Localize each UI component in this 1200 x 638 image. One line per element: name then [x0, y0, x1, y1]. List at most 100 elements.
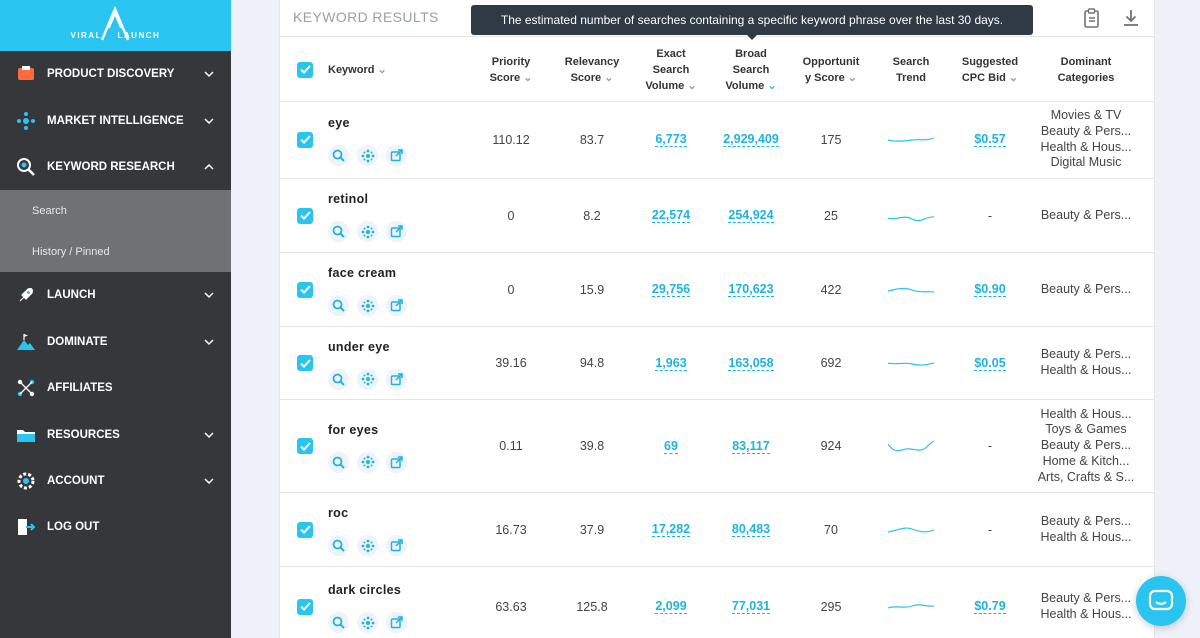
column-suggested-cpc-bid[interactable]: Suggested CPC Bid ⌄: [952, 37, 1028, 102]
network-icon[interactable]: [357, 612, 378, 633]
keyword-text: for eyes: [328, 422, 379, 437]
cpc-bid-value[interactable]: $0.05: [974, 355, 1006, 371]
exact-search-volume-link[interactable]: 22,574: [651, 208, 691, 223]
subnav-search[interactable]: Search: [32, 204, 67, 217]
network-icon[interactable]: [357, 535, 378, 556]
row-checkbox[interactable]: [296, 327, 314, 399]
exact-search-volume-link[interactable]: 2,099: [655, 599, 687, 614]
table-row: under eye 39.16 94.8 1,963 163,058 692 $: [280, 327, 1154, 400]
row-checkbox[interactable]: [296, 179, 314, 252]
external-link-icon[interactable]: [386, 535, 407, 556]
select-all-checkbox[interactable]: [296, 37, 314, 102]
broad-search-volume-cell: 254,924: [716, 179, 786, 252]
chevron-down-icon: [204, 71, 214, 78]
exact-search-volume-link[interactable]: 6,773: [655, 132, 687, 147]
broad-search-volume-link[interactable]: 2,929,409: [723, 132, 779, 147]
category-item: Beauty & Pers...: [1040, 347, 1132, 362]
cpc-bid-value[interactable]: $0.57: [974, 132, 1006, 147]
external-link-icon[interactable]: [386, 451, 407, 473]
sidebar: VIRAL LAUNCH PRODUCT DISCOVERY MARKET IN…: [0, 0, 231, 638]
priority-score: 16.73: [495, 522, 527, 537]
search-icon[interactable]: [328, 368, 349, 390]
column-opportunity-score[interactable]: Opportunit y Score ⌄: [796, 37, 866, 102]
exact-search-volume-cell: 17,282: [636, 493, 706, 566]
clipboard-icon[interactable]: [1081, 7, 1103, 29]
broad-search-volume-link[interactable]: 77,031: [731, 599, 771, 614]
sparkline: [888, 440, 934, 452]
priority-score: 0.11: [499, 439, 523, 453]
nav-market-intelligence[interactable]: MARKET INTELLIGENCE: [0, 97, 231, 143]
relevancy-score: 39.8: [579, 439, 605, 453]
broad-search-volume-link[interactable]: 254,924: [728, 208, 774, 223]
row-checkbox[interactable]: [296, 400, 314, 492]
column-label: Exact: [656, 47, 686, 60]
cpc-bid-value[interactable]: $0.90: [974, 282, 1006, 297]
column-relevancy-score[interactable]: Relevancy Score ⌄: [556, 37, 628, 102]
column-exact-search-volume[interactable]: Exact Search Volume ⌄: [636, 37, 706, 102]
network-icon[interactable]: [357, 368, 378, 390]
category-item: Beauty & Pers...: [1040, 207, 1132, 222]
search-icon[interactable]: [328, 221, 349, 242]
row-checkbox[interactable]: [296, 101, 314, 178]
search-icon[interactable]: [328, 612, 349, 633]
subnav-history-pinned[interactable]: History / Pinned: [32, 245, 110, 258]
search-icon[interactable]: [328, 451, 349, 473]
nav-account[interactable]: ACCOUNT: [0, 458, 231, 504]
column-keyword[interactable]: Keyword ⌄: [328, 37, 408, 102]
external-link-icon[interactable]: [386, 368, 407, 390]
network-icon[interactable]: [357, 451, 378, 473]
exact-search-volume-link[interactable]: 29,756: [651, 282, 691, 297]
keyword-text: under eye: [328, 339, 390, 354]
dominant-categories: Health & Hous... Toys & Games Beauty & Per…: [1032, 400, 1140, 492]
column-label: Search: [892, 55, 930, 68]
external-link-icon[interactable]: [386, 295, 407, 316]
gear-icon: [15, 470, 37, 492]
dominant-categories: Movies & TV Beauty & Pers... Health & Hous…: [1032, 101, 1140, 178]
external-link-icon[interactable]: [386, 612, 407, 633]
cpc-bid-value[interactable]: $0.79: [974, 599, 1006, 614]
column-label: Categories: [1057, 71, 1115, 84]
nav-keyword-research[interactable]: KEYWORD RESEARCH: [0, 144, 231, 190]
nav-dominate[interactable]: DOMINATE: [0, 319, 231, 365]
row-checkbox[interactable]: [296, 253, 314, 326]
row-checkbox[interactable]: [296, 493, 314, 566]
broad-search-volume-link[interactable]: 80,483: [731, 522, 771, 537]
cpc-bid-cell: -: [952, 179, 1028, 252]
nav-affiliates[interactable]: AFFILIATES: [0, 365, 231, 411]
chevron-down-icon: ⌄: [377, 63, 387, 76]
dominant-categories: Beauty & Pers... Health & Hous...: [1032, 567, 1140, 638]
search-icon[interactable]: [328, 535, 349, 556]
nav-label: KEYWORD RESEARCH: [47, 160, 175, 173]
exact-search-volume-cell: 22,574: [636, 179, 706, 252]
column-broad-search-volume[interactable]: Broad Search Volume ⌄: [716, 37, 786, 102]
broad-search-volume-link[interactable]: 83,117: [732, 438, 770, 454]
broad-search-volume-link[interactable]: 163,058: [728, 355, 774, 371]
external-link-icon[interactable]: [386, 221, 407, 242]
chat-button[interactable]: [1136, 576, 1186, 626]
priority-score: 0: [507, 208, 515, 223]
exact-search-volume-link[interactable]: 69: [664, 438, 678, 454]
table-row: retinol 0 8.2 22,574 254,924 25 -: [280, 179, 1154, 253]
column-label: Search: [652, 63, 690, 76]
nav-launch[interactable]: LAUNCH: [0, 272, 231, 318]
exact-search-volume-cell: 29,756: [636, 253, 706, 326]
chevron-down-icon: [204, 432, 214, 438]
nav-resources[interactable]: RESOURCES: [0, 411, 231, 457]
network-icon[interactable]: [357, 145, 378, 166]
broad-search-volume-link[interactable]: 170,623: [728, 282, 774, 297]
nav-product-discovery[interactable]: PRODUCT DISCOVERY: [0, 51, 231, 97]
nav-log-out[interactable]: LOG OUT: [0, 504, 231, 550]
viral-launch-logo[interactable]: VIRAL LAUNCH: [71, 4, 161, 48]
search-icon[interactable]: [328, 145, 349, 166]
search-icon[interactable]: [328, 295, 349, 316]
column-priority-score[interactable]: Priority Score ⌄: [476, 37, 546, 102]
network-icon[interactable]: [357, 295, 378, 316]
tooltip: The estimated number of searches contain…: [471, 5, 1033, 40]
row-checkbox[interactable]: [296, 567, 314, 638]
exact-search-volume-link[interactable]: 1,963: [655, 355, 687, 371]
download-icon[interactable]: [1120, 7, 1142, 29]
network-icon[interactable]: [357, 221, 378, 242]
external-link-icon[interactable]: [386, 145, 407, 166]
column-label: Trend: [896, 71, 926, 84]
exact-search-volume-link[interactable]: 17,282: [651, 522, 691, 537]
